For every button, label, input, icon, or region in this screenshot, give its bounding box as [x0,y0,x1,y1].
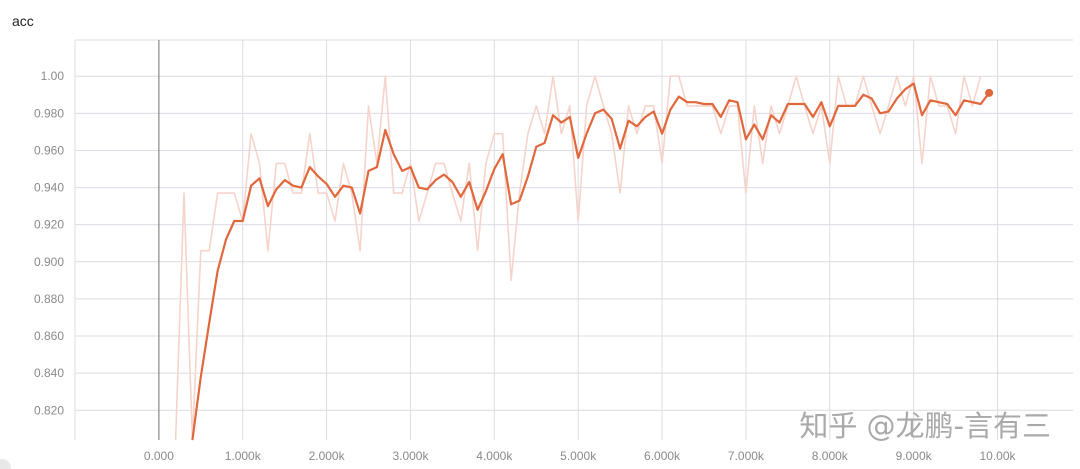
x-tick-label: 8.000k [812,449,849,463]
x-tick-label: 6.000k [644,449,681,463]
scroll-indicator [0,459,11,469]
x-tick-label: 1.000k [225,449,262,463]
x-tick-label: 4.000k [476,449,513,463]
chart-title: acc [12,13,34,29]
grid [74,39,1073,440]
x-tick-label: 3.000k [392,449,429,463]
y-tick-label: 0.940 [34,181,64,195]
y-tick-label: 0.900 [34,255,64,269]
x-tick-label: 10.00k [980,449,1017,463]
y-tick-label: 0.820 [34,403,64,417]
x-tick-label: 7.000k [728,449,765,463]
scroll-indicator-dot [0,459,11,469]
y-tick-label: 0.840 [34,366,64,380]
x-tick-label: 5.000k [560,449,597,463]
watermark-text: 知乎 @龙鹏-言有三 [799,409,1051,443]
y-tick-label: 0.880 [34,292,64,306]
x-tick-label: 9.000k [896,449,933,463]
smoothed-series-line [191,82,990,441]
y-tick-label: 1.00 [41,69,65,83]
y-tick-label: 0.920 [34,218,64,232]
y-tick-label: 0.980 [34,106,64,120]
y-tick-label: 0.860 [34,329,64,343]
tick-labels: 0.820 0.840 0.860 0.880 0.900 0.920 0.940 0.960… [34,69,1017,463]
last-point-marker [985,88,994,97]
x-tick-label: 2.000k [309,449,346,463]
y-tick-label: 0.960 [34,143,64,157]
smoothed-series [191,82,994,441]
x-tick-label: 0.000 [144,449,174,463]
